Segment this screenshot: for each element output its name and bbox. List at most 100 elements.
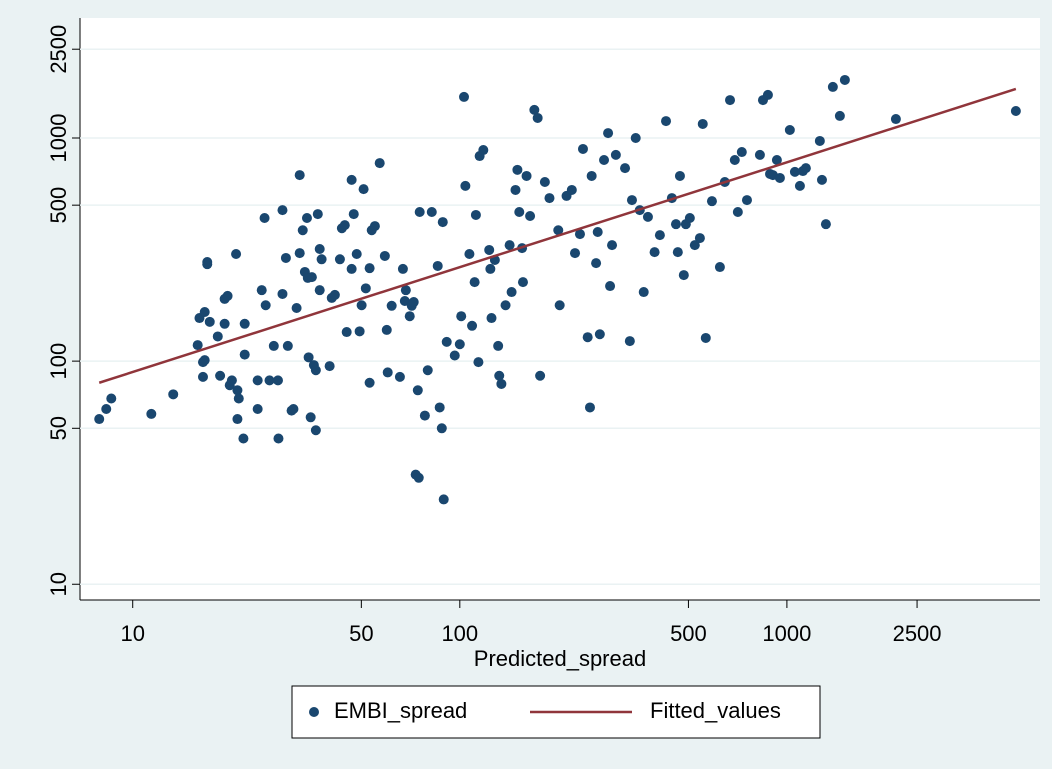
point: [517, 277, 528, 288]
y-tick-label: 500: [46, 187, 71, 224]
point: [605, 281, 616, 292]
point: [473, 357, 484, 368]
point: [354, 326, 365, 337]
point: [314, 285, 325, 296]
point: [554, 300, 565, 311]
point: [789, 166, 800, 177]
point: [364, 377, 375, 388]
point: [467, 320, 478, 331]
point: [535, 370, 546, 381]
point: [264, 375, 275, 386]
point: [303, 352, 314, 363]
point: [197, 371, 208, 382]
point: [689, 240, 700, 251]
point: [412, 385, 423, 396]
legend-label: Fitted_values: [650, 698, 781, 723]
point: [280, 252, 291, 263]
point: [456, 311, 467, 322]
y-tick-label: 1000: [46, 114, 71, 163]
point: [506, 287, 517, 298]
legend-label: EMBI_spread: [334, 698, 467, 723]
y-tick-label: 2500: [46, 25, 71, 74]
point: [404, 311, 415, 322]
point: [1010, 106, 1021, 117]
legend-marker: [309, 707, 319, 717]
point: [762, 89, 773, 100]
point: [434, 402, 445, 413]
point: [484, 244, 495, 255]
point: [834, 110, 845, 121]
point: [649, 247, 660, 258]
point: [305, 412, 316, 423]
point: [700, 332, 711, 343]
point: [232, 414, 243, 425]
point: [591, 258, 602, 269]
point: [256, 285, 267, 296]
point: [215, 370, 226, 381]
point: [504, 240, 515, 251]
point: [348, 209, 359, 220]
point: [512, 164, 523, 175]
point: [544, 193, 555, 204]
point: [288, 404, 299, 415]
point: [736, 147, 747, 158]
point: [706, 196, 717, 207]
point: [674, 170, 685, 181]
point: [732, 206, 743, 217]
point: [626, 195, 637, 206]
point: [741, 195, 752, 206]
point: [478, 145, 489, 156]
point: [168, 389, 179, 400]
point: [470, 209, 481, 220]
y-tick-label: 50: [46, 416, 71, 440]
point: [725, 95, 736, 106]
point: [577, 143, 588, 154]
y-tick-label: 10: [46, 572, 71, 596]
point: [226, 375, 237, 386]
point: [432, 260, 443, 271]
point: [379, 250, 390, 261]
fit-line: [98, 87, 1017, 384]
point: [252, 404, 263, 415]
point: [291, 303, 302, 314]
point: [212, 331, 223, 342]
point: [316, 254, 327, 265]
point: [346, 263, 357, 274]
point: [339, 220, 350, 231]
point: [436, 423, 447, 434]
point: [364, 263, 375, 274]
point: [356, 300, 367, 311]
point: [672, 247, 683, 258]
point: [441, 336, 452, 347]
x-tick-label: 50: [349, 621, 373, 646]
point: [277, 288, 288, 299]
point: [408, 297, 419, 308]
point: [294, 170, 305, 181]
point: [794, 180, 805, 191]
point: [422, 365, 433, 376]
point: [827, 81, 838, 92]
point: [238, 433, 249, 444]
point: [820, 219, 831, 230]
point: [586, 170, 597, 181]
point: [277, 205, 288, 216]
point: [890, 114, 901, 125]
point: [426, 206, 437, 217]
point: [570, 248, 581, 259]
point: [438, 494, 449, 505]
point: [314, 244, 325, 255]
point: [729, 154, 740, 165]
point: [654, 230, 665, 241]
point: [282, 340, 293, 351]
point: [239, 349, 250, 360]
point: [454, 339, 465, 350]
point: [494, 370, 505, 381]
point: [202, 257, 213, 268]
point: [272, 375, 283, 386]
point: [252, 375, 263, 386]
point: [661, 116, 672, 127]
point: [496, 378, 507, 389]
point: [329, 289, 340, 300]
point: [678, 270, 689, 281]
